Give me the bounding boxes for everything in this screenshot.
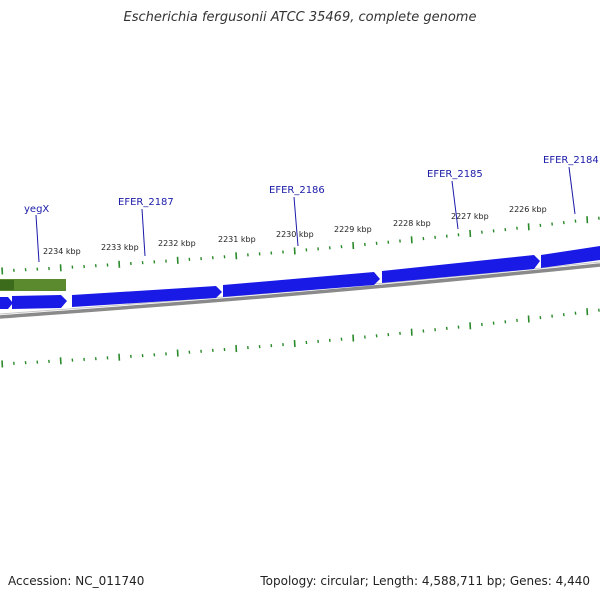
map-title: Escherichia fergusonii ATCC 35469, compl… [123, 10, 477, 25]
gene-label-EFER_2184[interactable]: EFER_2184 [543, 155, 599, 166]
accession-text: Accession: NC_011740 [8, 574, 145, 588]
selected-gene-highlight [0, 280, 14, 290]
gene-arrow[interactable] [541, 246, 600, 268]
gene-label-leader [568, 166, 576, 215]
outer-ruler [1, 216, 600, 275]
gene-label-leader [35, 214, 40, 263]
genome-summary-text: Topology: circular; Length: 4,588,711 bp… [260, 574, 590, 588]
ruler-label: 2232 kbp [158, 239, 196, 248]
ruler-label: 2230 kbp [276, 230, 314, 239]
inner-ruler [1, 308, 600, 368]
ruler-label: 2233 kbp [101, 243, 139, 252]
ruler-label: 2227 kbp [451, 212, 489, 221]
selected-gene-yegX[interactable] [0, 279, 66, 291]
ruler-label: 2231 kbp [218, 235, 256, 244]
gene-label-EFER_2185[interactable]: EFER_2185 [427, 169, 483, 180]
gene-label-EFER_2187[interactable]: EFER_2187 [118, 197, 174, 208]
gene-arrow[interactable] [223, 272, 380, 297]
gene-track [0, 246, 600, 309]
gene-label-EFER_2186[interactable]: EFER_2186 [269, 185, 325, 196]
ruler-label: 2234 kbp [43, 247, 81, 256]
gene-label-yegX[interactable]: yegX [24, 204, 49, 215]
gene-arrow[interactable] [382, 255, 540, 283]
gene-arrow[interactable] [0, 297, 13, 309]
gene-label-leader [293, 196, 299, 247]
gene-arrow[interactable] [12, 295, 67, 309]
gene-label-leader [451, 180, 459, 230]
genome-backbone [0, 263, 600, 319]
ruler-label: 2226 kbp [509, 205, 547, 214]
gene-arrow[interactable] [72, 286, 222, 307]
ruler-label: 2228 kbp [393, 219, 431, 228]
ruler-label: 2229 kbp [334, 225, 372, 234]
gene-label-leader [141, 208, 146, 257]
ruler-labels: 2234 kbp 2233 kbp 2232 kbp 2231 kbp 2230… [43, 205, 547, 256]
genome-backbone-highlight [0, 261, 600, 315]
gene-labels: yegX EFER_2187 EFER_2186 EFER_2185 EFER_… [24, 155, 599, 263]
